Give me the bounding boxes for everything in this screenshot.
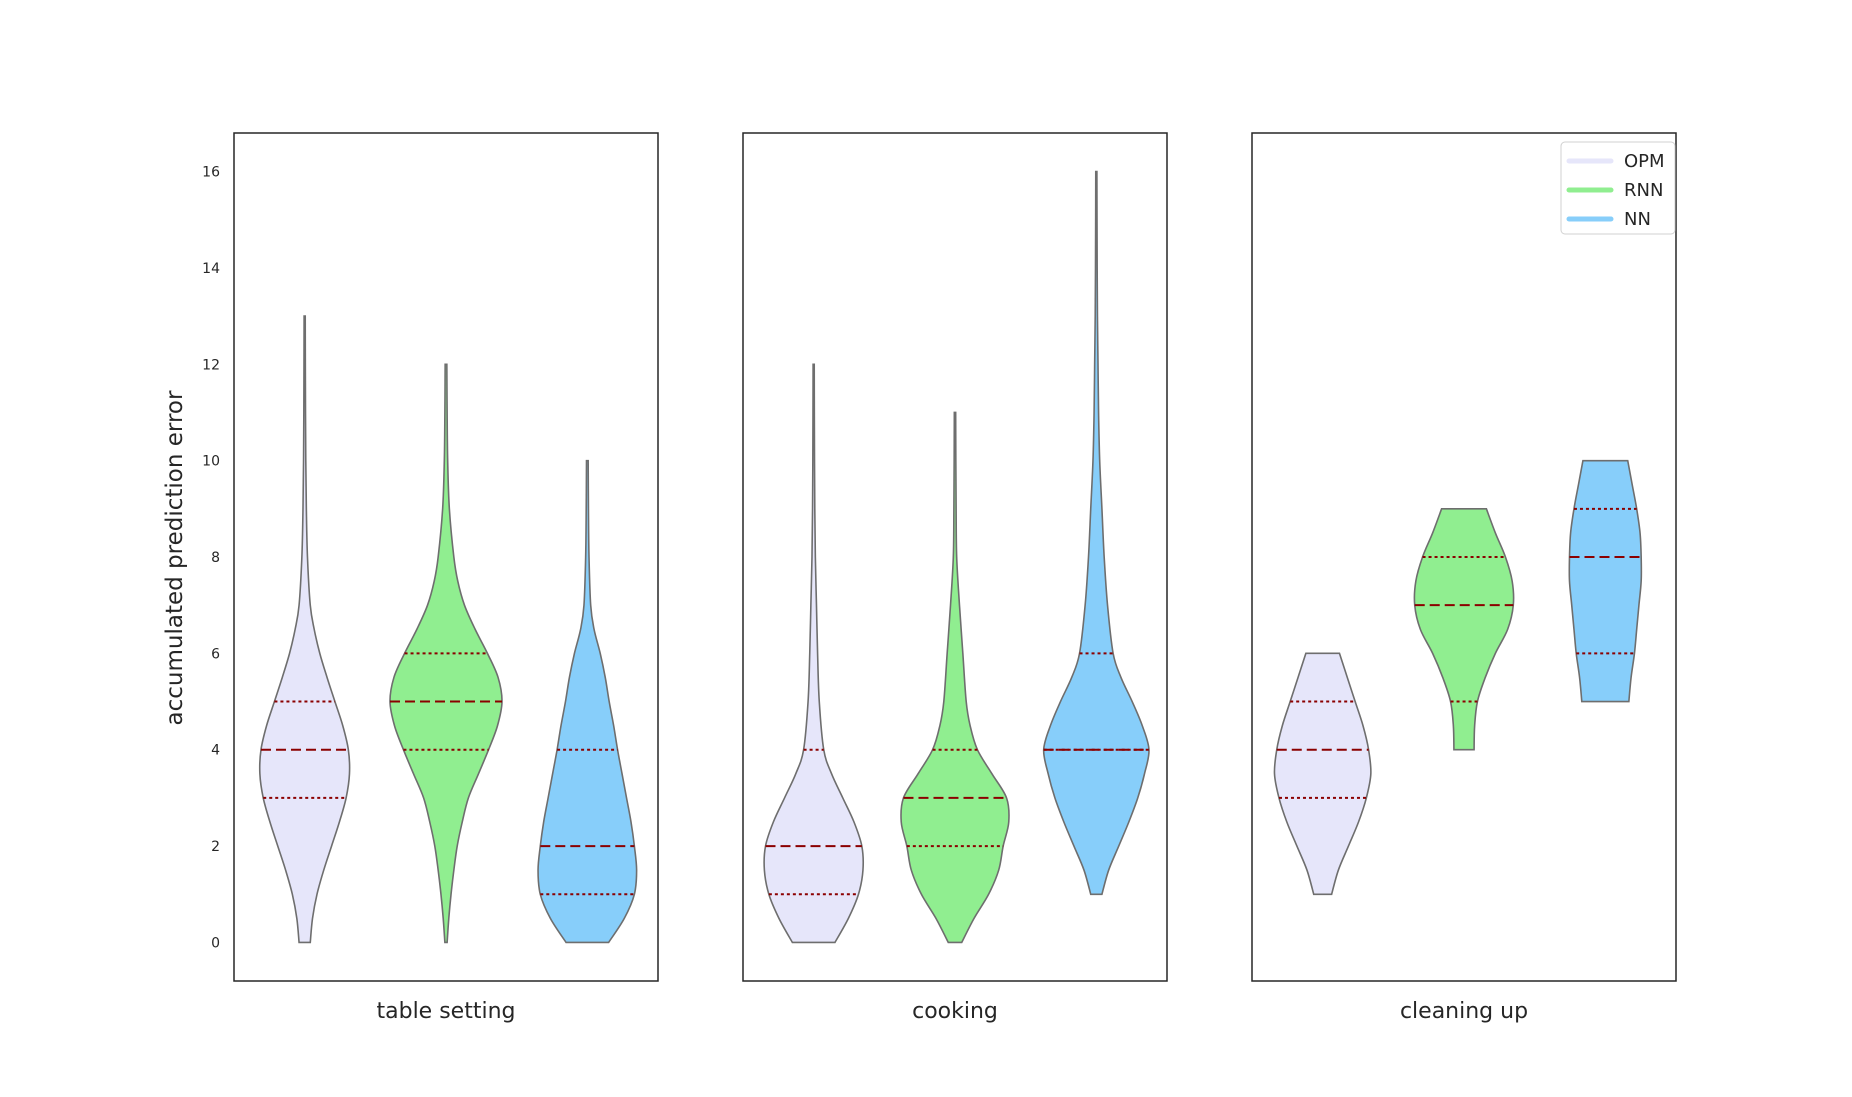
violin-nn (537, 459, 638, 944)
violin-rnn (1413, 508, 1515, 751)
panel-label: cooking (912, 999, 998, 1024)
violin-rnn (900, 411, 1010, 944)
violin-body (258, 315, 351, 944)
legend-item-opm: OPM (1566, 151, 1665, 172)
panel-cleaning-up: cleaning up (1251, 132, 1677, 1024)
legend: OPM RNN NN (1560, 141, 1676, 235)
violin-body (763, 363, 865, 944)
panel-label: table setting (377, 999, 516, 1024)
violin-opm (763, 363, 865, 944)
legend-frame (1560, 141, 1676, 235)
panel-frame (742, 132, 1168, 982)
panel-table-setting: table setting 0 2 4 6 8 10 12 14 16 (202, 132, 659, 1024)
y-tick-label: 12 (202, 357, 220, 373)
violin-body (1413, 508, 1515, 751)
panel-frame (233, 132, 659, 982)
panel-label: cleaning up (1400, 999, 1528, 1024)
y-tick-label: 6 (211, 646, 220, 662)
panel-frame (1251, 132, 1677, 982)
legend-item-rnn: RNN (1566, 180, 1663, 201)
violin-nn (1042, 170, 1150, 896)
y-tick-label: 10 (202, 454, 220, 470)
violin-body (537, 459, 638, 944)
violin-opm (258, 315, 351, 944)
y-tick-label: 16 (202, 165, 220, 181)
y-tick-label: 4 (211, 743, 220, 759)
violin-body (389, 363, 503, 944)
violin-nn (1568, 459, 1643, 703)
violin-body (1042, 170, 1150, 896)
legend-label: OPM (1624, 151, 1665, 172)
y-tick-label: 0 (211, 935, 220, 951)
legend-item-nn: NN (1566, 209, 1651, 230)
violin-body (1568, 459, 1643, 703)
violin-opm (1273, 652, 1372, 896)
panel-cooking: cooking (742, 132, 1168, 1024)
legend-label: NN (1624, 209, 1651, 230)
violin-rnn (389, 363, 503, 944)
y-tick-label: 2 (211, 839, 220, 855)
y-tick-label: 8 (211, 550, 220, 566)
panels-layer: table setting 0 2 4 6 8 10 12 14 16 cooking cleanin… (202, 132, 1677, 1024)
y-tick-label: 14 (202, 261, 220, 277)
violin-body (900, 411, 1010, 944)
y-axis-label: accumulated prediction error (162, 390, 188, 725)
legend-label: RNN (1624, 180, 1663, 201)
violin-body (1273, 652, 1372, 896)
